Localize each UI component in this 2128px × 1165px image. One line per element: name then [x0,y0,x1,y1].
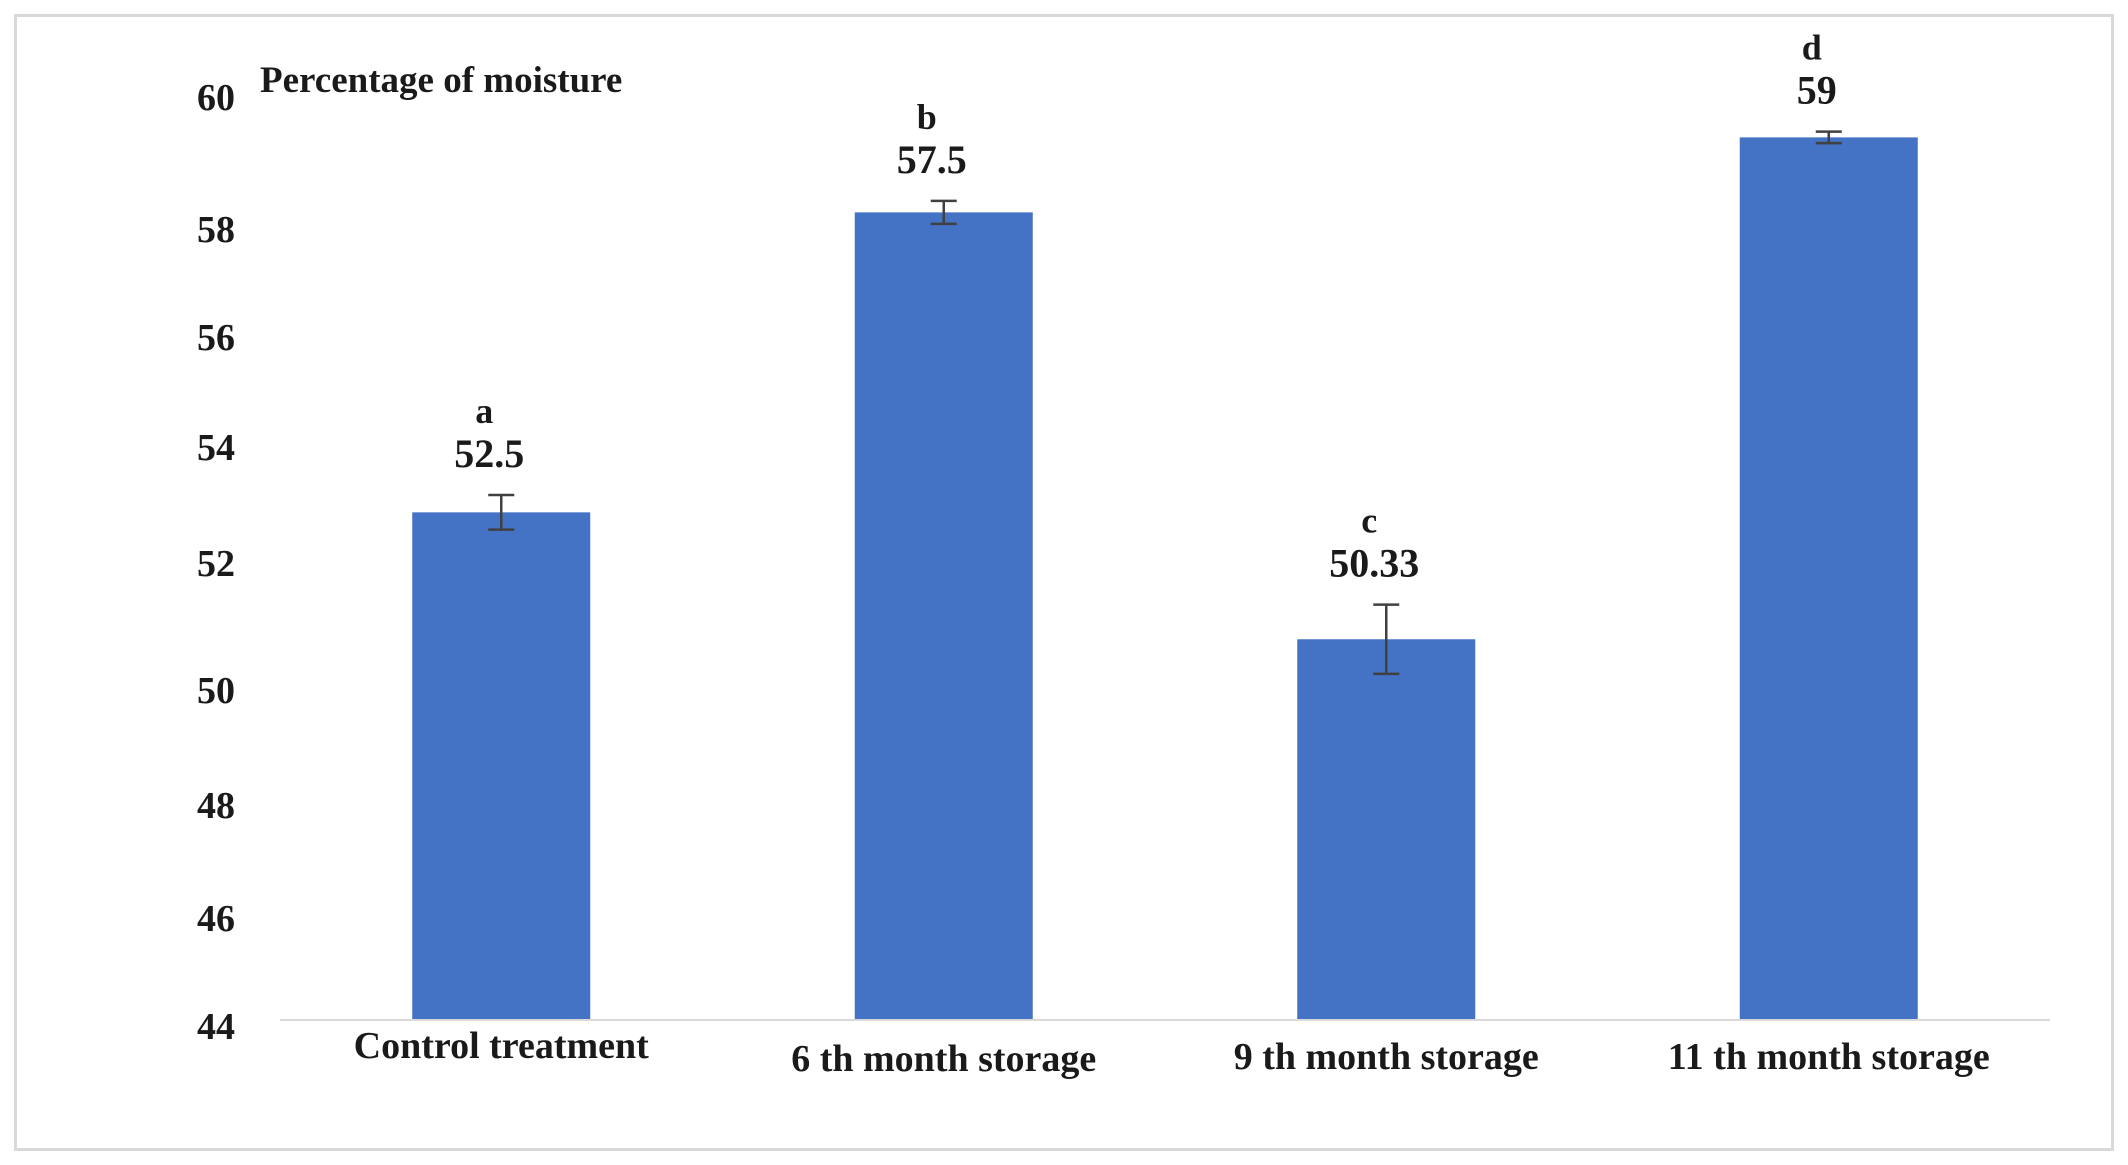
y-tick-label: 48 [197,785,235,827]
bar [1739,137,1918,1021]
significance-letter: c [1361,501,1377,541]
y-axis-ticks: 60 58 56 54 52 50 48 46 44 [197,77,235,1048]
significance-letter: d [1802,28,1822,68]
error-bar [930,199,957,226]
x-tick-label: 11 th month storage [1668,1036,1990,1078]
y-tick-label: 56 [197,317,235,359]
bars-group: 52.5a 57.5b 50.33c 59d [412,28,1918,1021]
error-bar [488,493,515,531]
y-tick-label: 60 [197,77,235,119]
bar [412,512,591,1020]
y-tick-label: 52 [197,543,235,585]
value-label: 57.5 [897,137,967,182]
value-label: 50.33 [1329,541,1419,586]
significance-letter: b [917,97,937,137]
y-tick-label: 46 [197,898,235,940]
x-tick-label: Control treatment [354,1025,649,1067]
bar [854,212,1033,1020]
value-label: 59 [1797,68,1837,113]
error-bar [1815,130,1842,145]
y-axis-title: Percentage of moisture [260,60,622,101]
y-tick-label: 58 [197,209,235,251]
bar [1297,639,1476,1020]
x-tick-label: 6 th month storage [791,1038,1096,1080]
y-tick-label: 54 [197,427,235,469]
y-tick-label: 44 [197,1006,235,1048]
value-label: 52.5 [454,431,524,476]
x-tick-label: 9 th month storage [1234,1036,1539,1078]
error-bar [1373,603,1400,676]
x-axis-ticks: Control treatment 6 th month storage 9 th … [354,1025,1990,1080]
y-tick-label: 50 [197,670,235,712]
significance-letter: a [475,391,493,431]
